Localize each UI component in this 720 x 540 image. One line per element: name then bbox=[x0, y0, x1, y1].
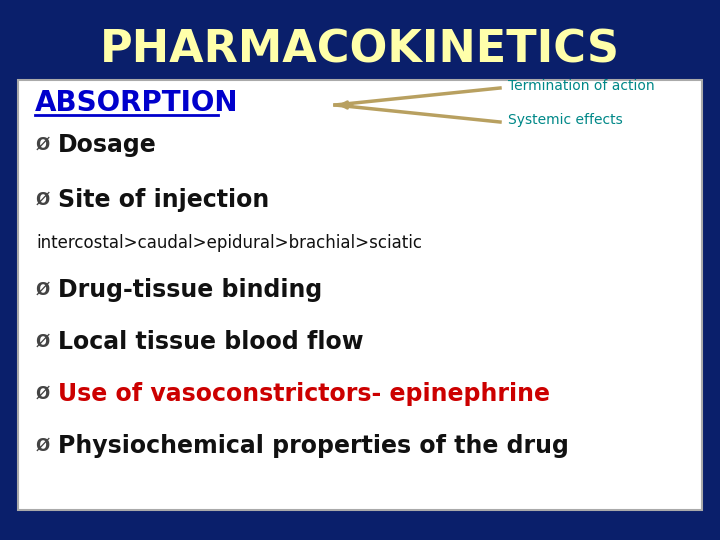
Text: ABSORPTION: ABSORPTION bbox=[35, 89, 238, 117]
Text: Use of vasoconstrictors- epinephrine: Use of vasoconstrictors- epinephrine bbox=[58, 382, 550, 406]
Text: Ø: Ø bbox=[36, 136, 50, 154]
Text: Ø: Ø bbox=[36, 281, 50, 299]
FancyBboxPatch shape bbox=[18, 80, 702, 510]
Text: Termination of action: Termination of action bbox=[508, 79, 654, 93]
Text: Ø: Ø bbox=[36, 437, 50, 455]
Text: PHARMACOKINETICS: PHARMACOKINETICS bbox=[100, 29, 620, 71]
Text: Physiochemical properties of the drug: Physiochemical properties of the drug bbox=[58, 434, 569, 458]
Text: Site of injection: Site of injection bbox=[58, 188, 269, 212]
Text: Systemic effects: Systemic effects bbox=[508, 113, 623, 127]
Text: Ø: Ø bbox=[36, 385, 50, 403]
Text: intercostal>caudal>epidural>brachial>sciatic: intercostal>caudal>epidural>brachial>sci… bbox=[36, 234, 422, 252]
Text: Ø: Ø bbox=[36, 191, 50, 209]
Text: Local tissue blood flow: Local tissue blood flow bbox=[58, 330, 364, 354]
Text: Drug-tissue binding: Drug-tissue binding bbox=[58, 278, 323, 302]
Text: Dosage: Dosage bbox=[58, 133, 157, 157]
Text: Ø: Ø bbox=[36, 333, 50, 351]
